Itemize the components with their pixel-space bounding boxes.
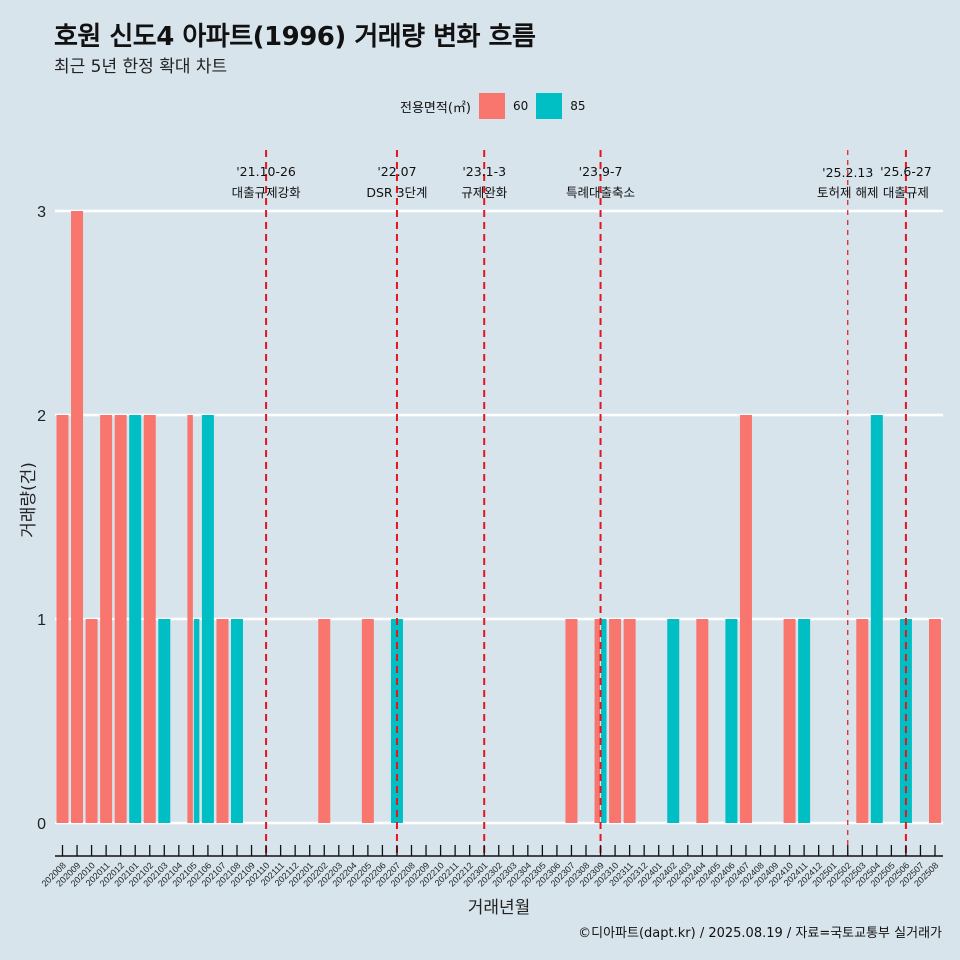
bar-85-202105 xyxy=(193,619,200,823)
event-label: 대출규제 xyxy=(883,185,929,200)
bar-60-202011 xyxy=(100,415,113,823)
bar-60-202202 xyxy=(318,619,331,823)
y-tick-label: 0 xyxy=(37,816,46,833)
legend: 전용면적(㎡) 60 85 xyxy=(400,93,594,119)
event-lines: '21.10-26 대출규제강화 '22.07 DSR 3단계 '23.1-3 규제완화 '… xyxy=(232,150,932,857)
bar-60-202205 xyxy=(361,619,374,823)
y-axis: 0 1 2 3 xyxy=(37,204,46,833)
chart-title: 호원 신도4 아파트(1996) 거래량 변화 흐름 xyxy=(54,22,536,52)
bar-60-202010 xyxy=(85,619,98,823)
event-label: 특례대출축소 xyxy=(566,185,635,200)
legend-label-85: 85 xyxy=(570,99,586,113)
bar-85-202101 xyxy=(129,415,142,823)
bar-60-202309 xyxy=(594,619,601,823)
bar-60-202310 xyxy=(609,619,622,823)
bar-60-202307 xyxy=(565,619,578,823)
x-axis-label: 거래년월 xyxy=(468,898,531,918)
y-axis-label: 거래량(건) xyxy=(19,462,39,538)
event-date: '25.6-27 xyxy=(880,164,932,179)
event-label: DSR 3단계 xyxy=(366,185,427,200)
bar-60-202508 xyxy=(929,619,941,823)
bar-60-202107 xyxy=(216,619,229,823)
y-tick-label: 1 xyxy=(37,612,46,629)
x-axis: 2020082020092020102020112020122021012021… xyxy=(40,845,943,889)
event-date: '25.2.13 xyxy=(822,165,873,180)
bar-85-202402 xyxy=(667,619,680,823)
event-date: '22.07 xyxy=(377,164,416,179)
bar-60-202008 xyxy=(56,415,69,823)
chart-subtitle: 최근 5년 한정 확대 차트 xyxy=(54,57,228,77)
event-date: '23.9-7 xyxy=(579,164,623,179)
bar-60-202009 xyxy=(71,211,84,823)
y-tick-label: 2 xyxy=(37,408,46,425)
legend-label-60: 60 xyxy=(512,99,529,113)
bar-60-202012 xyxy=(114,415,127,823)
bar-60-202105 xyxy=(187,415,193,823)
event-date: '23.1-3 xyxy=(462,164,506,179)
event-label: 토허제 해제 xyxy=(817,185,878,200)
bar-85-202103 xyxy=(158,619,171,823)
bar-60-202503 xyxy=(856,619,869,823)
event-label: 대출규제강화 xyxy=(232,185,302,200)
bar-60-202410 xyxy=(783,619,796,823)
bar-85-202309 xyxy=(601,619,607,823)
event-label: 규제완화 xyxy=(461,185,508,200)
bar-60-202102 xyxy=(143,415,156,823)
bar-60-202407 xyxy=(739,415,752,823)
y-tick-label: 3 xyxy=(37,204,46,221)
bar-85-202108 xyxy=(231,619,243,823)
bar-85-202106 xyxy=(201,415,214,823)
legend-swatch-85 xyxy=(536,93,563,119)
legend-title: 전용면적(㎡) xyxy=(400,100,471,116)
caption: ©디아파트(dapt.kr) / 2025.08.19 / 자료=국토교통부 실… xyxy=(578,926,942,941)
bar-85-202411 xyxy=(798,619,811,823)
bar-60-202311 xyxy=(623,619,636,823)
legend-swatch-60 xyxy=(478,93,505,119)
event-date: '21.10-26 xyxy=(236,164,296,179)
bars xyxy=(56,211,941,823)
bar-60-202404 xyxy=(696,619,709,823)
bar-85-202406 xyxy=(725,619,738,823)
bar-85-202504 xyxy=(870,415,883,823)
